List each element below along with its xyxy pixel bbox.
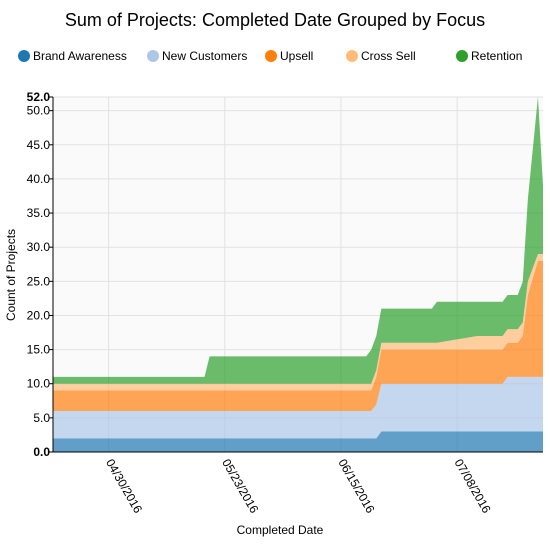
legend-label: Retention [471, 49, 523, 63]
area-brand-awareness [53, 431, 543, 452]
legend-swatch [456, 50, 468, 62]
x-axis-title: Completed Date [237, 523, 324, 537]
y-axis-title: Count of Projects [4, 229, 18, 321]
y-tick-label: 20.0 [27, 308, 51, 322]
y-tick-label: 52.0 [27, 90, 51, 104]
legend-item-brand-awareness[interactable]: Brand Awareness [18, 49, 127, 63]
x-tick-label: 06/15/2016 [335, 457, 377, 516]
legend: Brand Awareness New Customers Upsell Cro… [18, 49, 548, 67]
y-tick-label: 25.0 [27, 274, 51, 288]
area-upsell [53, 260, 543, 412]
y-tick-label: 0.0 [33, 445, 50, 459]
legend-label: Brand Awareness [33, 49, 127, 63]
y-tick-label: 30.0 [27, 240, 51, 254]
legend-item-new-customers[interactable]: New Customers [147, 49, 247, 63]
legend-label: Cross Sell [361, 49, 416, 63]
legend-swatch [265, 50, 277, 62]
legend-swatch [18, 50, 30, 62]
x-tick-label: 07/08/2016 [452, 457, 494, 516]
y-tick-label: 50.0 [27, 104, 51, 118]
legend-item-upsell[interactable]: Upsell [265, 49, 313, 63]
y-tick-label: 45.0 [27, 138, 51, 152]
y-tick-label: 15.0 [27, 343, 51, 357]
y-tick-label: 40.0 [27, 172, 51, 186]
legend-item-retention[interactable]: Retention [456, 49, 522, 63]
area-retention [53, 97, 543, 384]
legend-item-cross-sell[interactable]: Cross Sell [346, 49, 416, 63]
y-tick-label: 35.0 [27, 206, 51, 220]
legend-swatch [346, 50, 358, 62]
x-tick-label: 04/30/2016 [103, 457, 145, 516]
legend-label: Upsell [280, 49, 314, 63]
y-tick-label: 5.0 [33, 411, 50, 425]
x-tick-label: 05/23/2016 [219, 457, 261, 516]
chart-title: Sum of Projects: Completed Date Grouped … [64, 10, 486, 30]
y-tick-label: 10.0 [27, 377, 51, 391]
legend-label: New Customers [162, 49, 248, 63]
legend-swatch [147, 50, 159, 62]
area-new-customers [53, 376, 543, 439]
